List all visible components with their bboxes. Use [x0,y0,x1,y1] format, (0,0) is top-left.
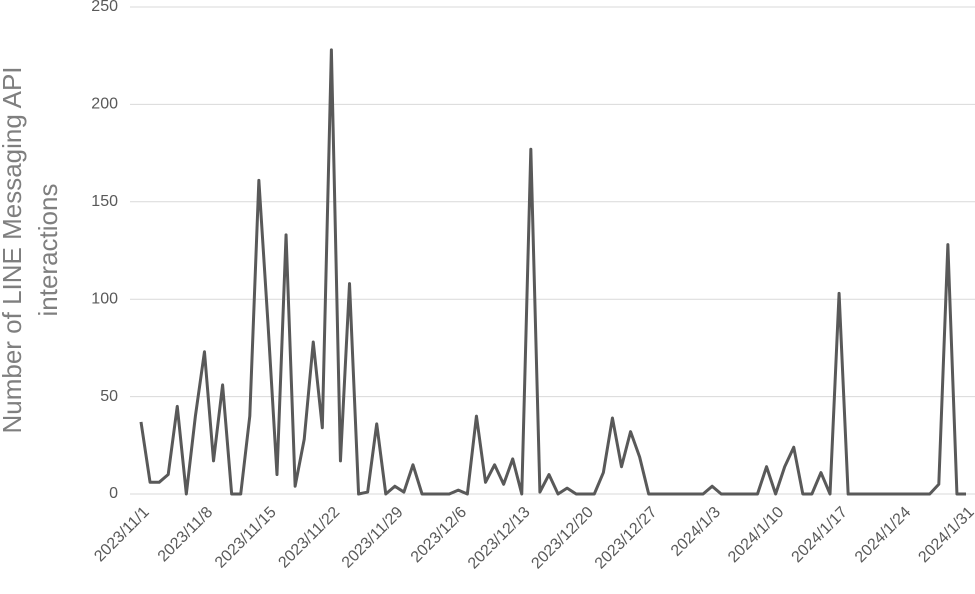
y-tick-label: 0 [109,485,118,502]
y-tick-label: 250 [91,0,118,15]
x-tick-label: 2023/11/29 [339,504,407,572]
x-tick-label: 2023/11/15 [212,504,280,572]
y-tick-label: 100 [91,290,118,307]
y-tick-label: 200 [91,96,118,113]
x-tick-label: 2024/1/31 [915,504,975,566]
x-tick-label: 2024/1/3 [668,504,724,560]
x-tick-label: 2023/12/6 [408,504,470,566]
x-tick-label: 2024/1/24 [852,504,914,566]
x-tick-label: 2024/1/10 [725,504,787,566]
x-tick-label: 2023/11/1 [91,504,153,566]
x-tick-label: 2023/12/13 [465,504,534,573]
y-tick-label: 150 [91,193,118,210]
x-tick-label: 2024/1/17 [789,504,851,566]
x-tick-label: 2023/11/22 [275,504,343,572]
x-tick-label: 2023/12/20 [528,504,597,573]
x-tick-label: 2023/11/8 [155,504,217,566]
x-tick-label: 2023/12/27 [592,504,661,573]
data-line [139,48,966,496]
y-axis-label: Number of LINE Messaging API [0,66,27,433]
y-axis-label: interactions [33,184,63,317]
y-tick-label: 50 [100,388,118,405]
